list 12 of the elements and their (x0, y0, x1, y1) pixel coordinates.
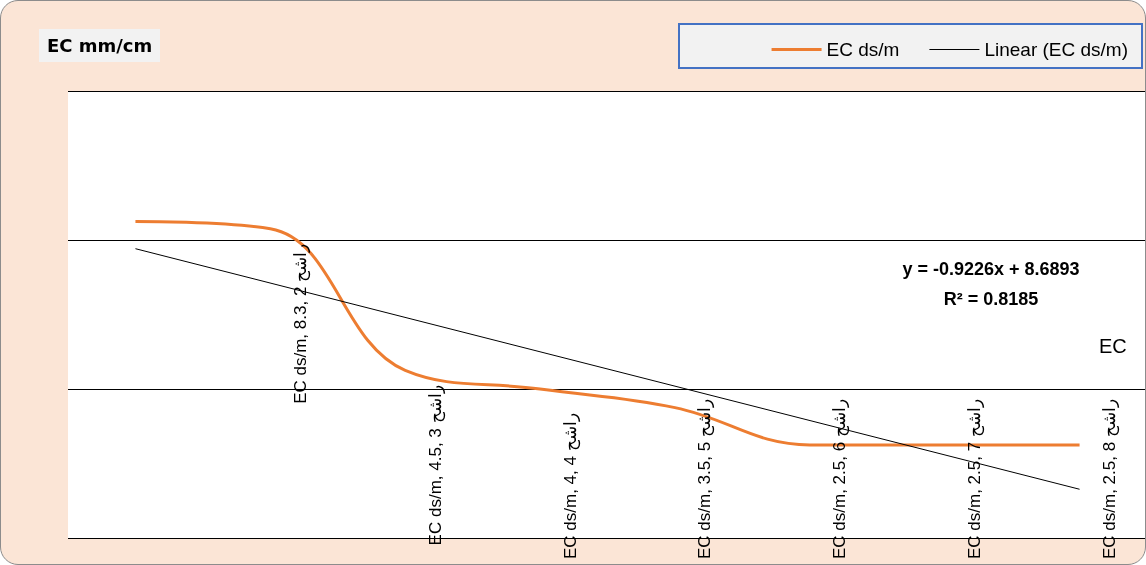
data-label: EC ds/m, 2.5, راشح 8 (1100, 399, 1121, 559)
data-label: EC ds/m, 2.5, راشح 7 (965, 399, 986, 559)
chart-title: EC mm/cm (39, 29, 161, 62)
legend-label: EC ds/m (826, 39, 900, 60)
data-label: EC ds/m, 2.5, راشح 6 (830, 399, 851, 559)
annotation: R² = 0.8185 (942, 289, 1040, 310)
data-label: EC ds/m, 4.5, راشح 3 (425, 385, 446, 546)
annotation: EC (1099, 335, 1127, 358)
annotation: y = -0.9226x + 8.6893 (901, 259, 1081, 280)
data-label: EC ds/m, 4, راشح 4 (560, 413, 581, 559)
legend-label: Linear (EC ds/m) (984, 39, 1129, 60)
data-label: EC ds/m, 3.5, راشح 5 (695, 399, 716, 559)
